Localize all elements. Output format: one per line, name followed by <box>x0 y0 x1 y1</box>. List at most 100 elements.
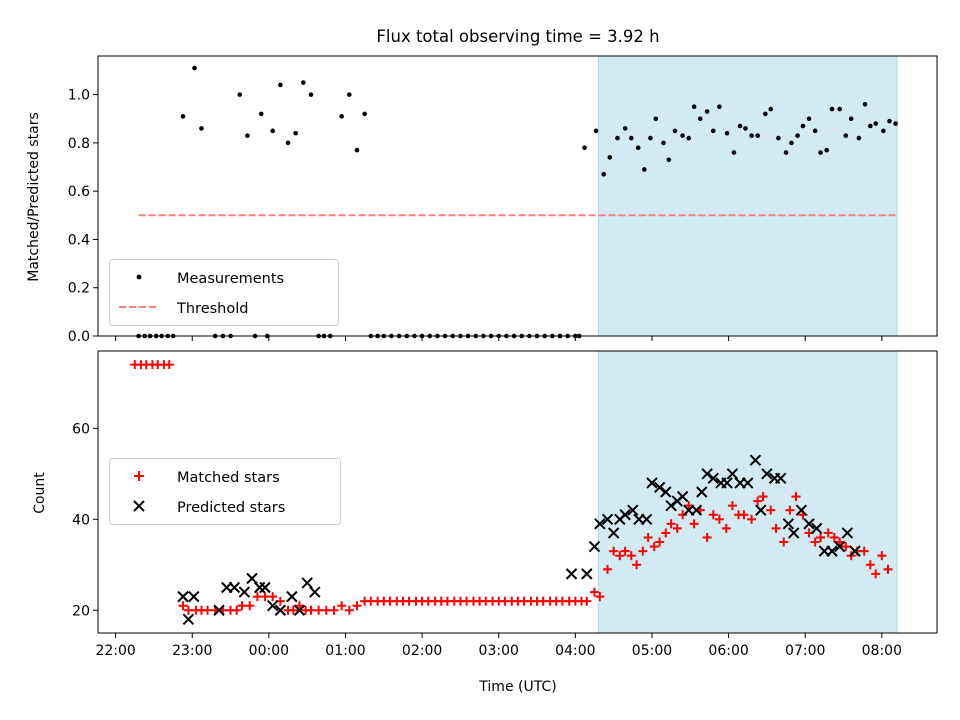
predicted-star-point <box>286 590 298 603</box>
x-tick-label: 04:00 <box>555 643 595 659</box>
measurement-point <box>301 80 306 85</box>
predicted-star-point <box>565 568 578 580</box>
measurement-point <box>661 140 666 146</box>
predicted-star-point <box>676 490 689 503</box>
measurement-point <box>717 104 722 109</box>
measurement-point <box>672 128 678 134</box>
measurement-point <box>856 135 862 141</box>
predicted-star-point <box>690 504 703 516</box>
bottom-legend-box <box>109 458 341 525</box>
top-panel: 0.0 0.2 0.4 0.6 0.8 1.0 Matched/Predicted sta… <box>26 55 938 345</box>
top-y-tick-label: 1.0 <box>68 88 90 104</box>
x-tick-label: 23:00 <box>172 643 212 659</box>
predicted-star-point <box>660 486 672 498</box>
matched-star-point <box>785 505 795 515</box>
measurement-point <box>691 104 697 109</box>
predicted-star-point <box>607 527 620 539</box>
measurement-point <box>710 128 716 134</box>
measurement-point <box>818 150 823 155</box>
x-tick-label: 03:00 <box>479 643 519 659</box>
predicted-star-point <box>696 486 708 498</box>
x-tick-label: 02:00 <box>402 643 442 659</box>
measurement-point <box>258 111 264 117</box>
matched-star-point <box>183 605 193 615</box>
matched-star-point <box>877 551 887 561</box>
predicted-star-point <box>653 481 666 494</box>
predicted-star-point <box>188 590 200 603</box>
matched-star-point <box>672 523 682 533</box>
measurement-point <box>848 116 854 122</box>
matched-star-point <box>810 537 820 547</box>
measurement-point <box>829 106 835 112</box>
x-tick-label: 08:00 <box>862 643 902 659</box>
chart-title: Flux total observing time = 3.92 h <box>376 27 659 46</box>
matched-star-point <box>721 523 731 533</box>
matched-star-point <box>609 546 619 556</box>
measurement-point <box>666 157 672 163</box>
matched-star-point <box>739 510 749 520</box>
measurement-point <box>270 128 275 134</box>
legend-predicted-label: Predicted stars <box>177 500 285 516</box>
measurement-point <box>582 145 587 151</box>
measurement-point <box>622 126 628 131</box>
predicted-star-point <box>761 468 773 480</box>
measurement-point <box>237 92 243 97</box>
predicted-star-point <box>774 472 787 485</box>
measurement-point <box>743 126 748 131</box>
measurement-point <box>887 118 892 124</box>
measurement-point <box>347 92 352 97</box>
predicted-star-point <box>601 513 614 525</box>
measurement-point <box>648 135 653 141</box>
matched-star-point <box>295 601 305 611</box>
top-y-tick-label: 0.8 <box>68 136 90 152</box>
x-tick-label: 05:00 <box>632 643 672 659</box>
matched-star-point <box>615 551 625 561</box>
matched-star-point <box>252 592 262 602</box>
matched-star-point <box>582 596 592 606</box>
measurement-point <box>755 133 761 138</box>
predicted-star-point <box>228 581 241 594</box>
x-tick-label: 01:00 <box>325 643 365 659</box>
matched-star-point <box>603 564 613 574</box>
measurement-point <box>278 82 283 88</box>
predicted-star-point <box>266 600 279 612</box>
predicted-star-point <box>246 572 258 585</box>
predicted-star-point <box>646 477 658 489</box>
predicted-star-point <box>293 604 306 616</box>
predicted-star-point <box>182 613 195 626</box>
matched-star-point <box>655 537 665 547</box>
predicted-star-point <box>588 540 601 553</box>
predicted-star-point <box>849 545 861 557</box>
measurement-point <box>862 101 868 107</box>
predicted-star-point <box>640 513 653 525</box>
measurement-point <box>768 106 774 112</box>
measurement-point <box>824 147 829 153</box>
matched-star-point <box>829 532 839 542</box>
matched-star-point <box>678 510 688 520</box>
legend-matched-marker <box>134 471 144 481</box>
matched-star-point <box>321 605 331 615</box>
top-y-tick-label: 0.6 <box>68 184 90 200</box>
measurement-point <box>795 133 800 138</box>
predicted-star-point <box>795 504 808 516</box>
measurement-point <box>653 116 659 122</box>
x-tick-label: 07:00 <box>785 643 825 659</box>
x-tick-label: 00:00 <box>249 643 289 659</box>
matched-star-point <box>859 546 869 556</box>
predicted-star-point <box>833 540 846 553</box>
predicted-star-point <box>309 586 321 598</box>
bottom-y-tick-label: 60 <box>72 421 90 437</box>
legend-measurements-marker <box>136 274 142 280</box>
matched-star-point <box>649 542 659 552</box>
measurement-point <box>868 123 873 129</box>
measurement-point <box>783 150 789 155</box>
top-legend: Measurements Threshold <box>109 259 339 326</box>
predicted-star-point <box>627 504 639 516</box>
measurement-point <box>635 145 641 151</box>
matched-star-point <box>643 532 653 542</box>
measurement-point <box>873 121 879 126</box>
measurement-point <box>680 133 685 138</box>
matched-star-point <box>626 551 636 561</box>
bottom-plot-frame <box>97 350 938 634</box>
